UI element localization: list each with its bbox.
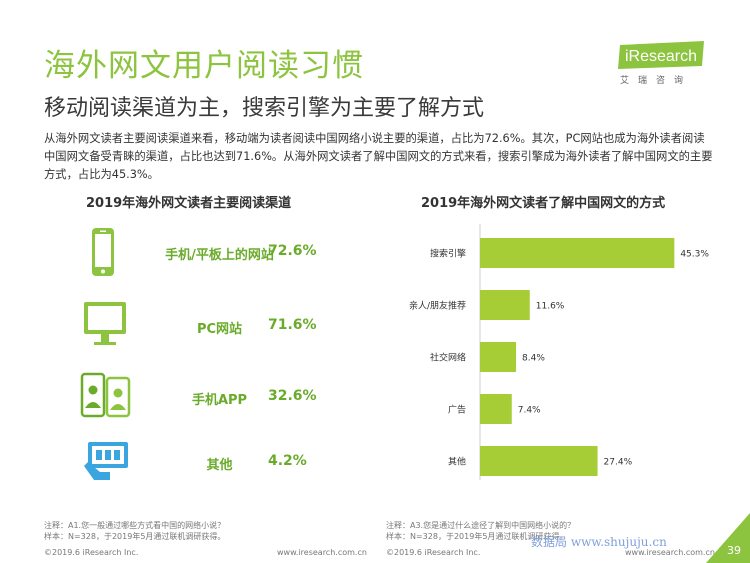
tablet-touch-icon xyxy=(84,442,128,480)
corner-decoration xyxy=(706,513,750,563)
smartphone-icon xyxy=(92,228,114,276)
desktop-monitor-icon xyxy=(84,302,126,345)
channel-row-pc-web: PC网站 71.6% xyxy=(80,294,340,354)
footer-url-left[interactable]: www.iresearch.com.cn xyxy=(277,548,367,557)
bar xyxy=(480,342,517,372)
category-label: 广告 xyxy=(448,404,466,416)
note-line: 样本：N=328，于2019年5月通过联机调研获得。 xyxy=(44,532,226,541)
channel-label: 手机/平板上的网站 xyxy=(165,248,274,263)
channel-value: 71.6% xyxy=(268,317,317,333)
logo-brand-text: iResearch xyxy=(625,48,697,65)
channel-value: 32.6% xyxy=(268,388,317,404)
iresearch-logo-icon: iResearch xyxy=(618,41,704,69)
data-label: 7.4% xyxy=(518,406,541,416)
page-number: 39 xyxy=(727,544,741,557)
channel-value: 4.2% xyxy=(268,453,307,469)
bar xyxy=(480,238,675,268)
channel-row-mobile-app: 手机APP 32.6% xyxy=(80,366,340,426)
left-panel-title: 2019年海外网文读者主要阅读渠道 xyxy=(86,196,292,211)
note-line: 样本：N=328，于2019年5月通过联机调研获得。 xyxy=(386,532,568,541)
note-line: 注释：A3.您是通过什么途径了解到中国网络小说的？ xyxy=(386,521,576,530)
note-line: 注释：A1.您一般通过哪些方式看中国的网络小说？ xyxy=(44,521,226,530)
bar xyxy=(480,394,512,424)
data-label: 8.4% xyxy=(522,354,545,364)
bar xyxy=(480,446,598,476)
page-title: 海外网文用户阅读习惯 xyxy=(44,48,364,84)
channel-label: PC网站 xyxy=(196,322,243,337)
channel-value: 72.6% xyxy=(268,243,317,259)
intro-paragraph: 从海外网文读者主要阅读渠道来看，移动端为读者阅读中国网络小说主要的渠道，占比为7… xyxy=(44,132,713,181)
footer-url-right[interactable]: www.iresearch.com.cn xyxy=(625,548,715,557)
logo-subtext: 艾瑞咨询 xyxy=(620,76,693,86)
channel-label: 手机APP xyxy=(191,393,248,408)
channel-row-mobile-web: 手机/平板上的网站 72.6% xyxy=(80,222,340,282)
data-label: 45.3% xyxy=(680,250,709,260)
chart-title: 2019年海外网文读者了解中国网文的方式 xyxy=(421,196,666,211)
footer-copyright-left: ©2019.6 iResearch Inc. xyxy=(44,548,139,557)
data-label: 27.4% xyxy=(604,458,633,468)
footer-copyright-right: ©2019.6 iResearch Inc. xyxy=(386,548,481,557)
awareness-bar-chart: 搜索引擎 45.3% 亲人/朋友推荐 11.6% 社交网络 8.4% 广告 7.4% 其他 27.… xyxy=(409,224,709,480)
channel-label: 其他 xyxy=(206,458,233,473)
left-notes: 注释：A1.您一般通过哪些方式看中国的网络小说？ 样本：N=328，于2019年… xyxy=(44,520,225,542)
channel-row-other: 其他 4.2% xyxy=(80,432,340,492)
iresearch-logo: iResearch 艾瑞咨询 xyxy=(616,41,708,87)
data-label: 11.6% xyxy=(536,302,565,312)
category-label: 亲人/朋友推荐 xyxy=(409,300,466,312)
category-label: 社交网络 xyxy=(430,352,466,364)
mobile-app-users-icon xyxy=(80,372,131,418)
right-notes: 注释：A3.您是通过什么途径了解到中国网络小说的？ 样本：N=328，于2019… xyxy=(386,520,575,542)
category-label: 其他 xyxy=(448,456,466,468)
watermark: 数据局 www.shujuju.cn xyxy=(531,535,667,549)
category-label: 搜索引擎 xyxy=(430,248,466,260)
page-subtitle: 移动阅读渠道为主，搜索引擎为主要了解方式 xyxy=(44,96,485,121)
bar xyxy=(480,290,530,320)
